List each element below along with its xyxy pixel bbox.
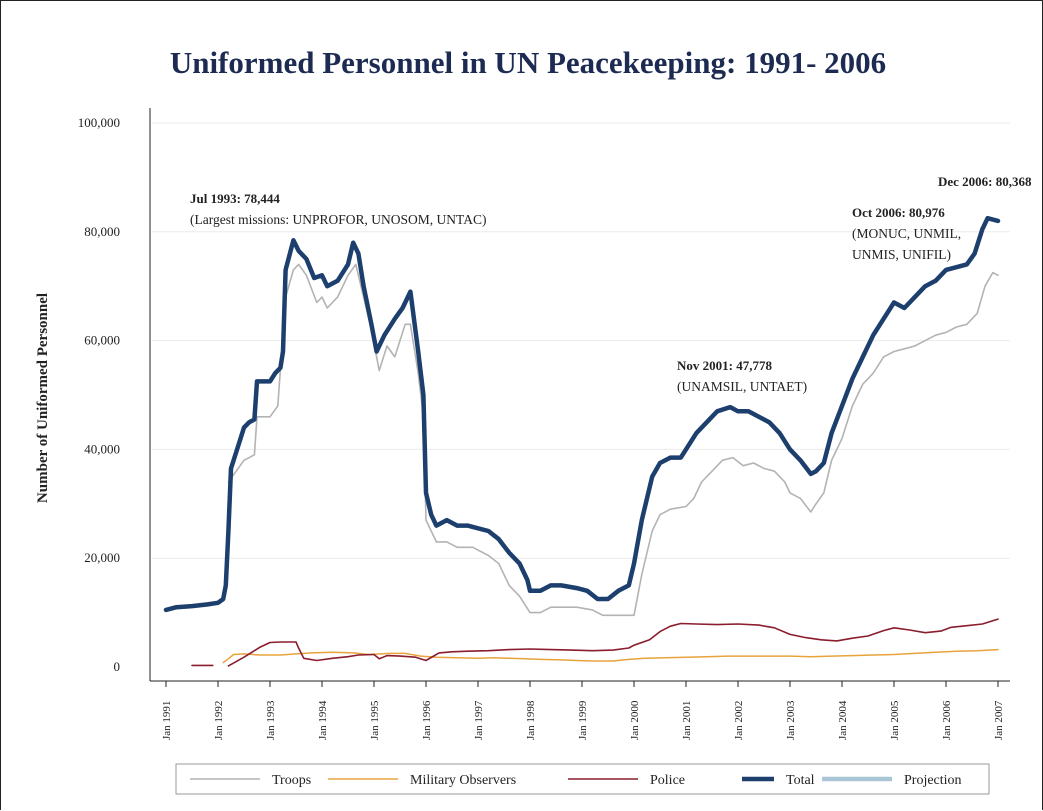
x-tick-label: Jan 2000 — [629, 700, 641, 740]
x-tick-label: Jan 1994 — [317, 700, 329, 740]
annotation-jul-1993-value: Jul 1993: 78,444 — [190, 191, 280, 206]
y-tick-label: 40,000 — [84, 441, 120, 456]
x-tick-label: Jan 2004 — [837, 700, 849, 740]
y-tick-label: 20,000 — [84, 550, 120, 565]
series-lines — [163, 215, 1001, 667]
chart-title: Uniformed Personnel in UN Peacekeeping: … — [170, 45, 886, 80]
legend-label-troops: Troops — [272, 773, 311, 788]
x-tick-label: Jan 1998 — [525, 700, 537, 740]
legend-label-police: Police — [650, 773, 685, 788]
x-tick-label: Jan 2001 — [681, 701, 693, 740]
x-tick-label: Jan 1999 — [577, 700, 589, 740]
x-tick-label: Jan 1995 — [369, 700, 381, 740]
x-tick-label: Jan 2006 — [941, 700, 953, 740]
y-axis-ticks: 0 20,000 40,000 60,000 80,000 100,000 — [78, 115, 120, 674]
legend: Troops Military Observers Police Total Proje… — [190, 773, 962, 788]
x-tick-label: Jan 1996 — [421, 700, 433, 740]
y-tick-label: 100,000 — [78, 115, 120, 130]
annotation-nov-2001-missions: (UNAMSIL, UNTAET) — [677, 379, 807, 394]
annotation-nov-2001-value: Nov 2001: 47,778 — [677, 358, 772, 373]
x-tick-label: Jan 1992 — [213, 701, 225, 740]
x-tick-label: Jan 2002 — [733, 701, 745, 740]
legend-label-total: Total — [786, 773, 815, 788]
annotation-oct-2006-missions-2: UNMIS, UNIFIL) — [852, 247, 951, 262]
y-tick-label: 60,000 — [84, 333, 120, 348]
y-tick-label: 0 — [114, 659, 121, 674]
annotation-oct-2006-value: Oct 2006: 80,976 — [852, 205, 945, 220]
annotation-dec-2006-value: Dec 2006: 80,368 — [938, 174, 1032, 189]
y-tick-label: 80,000 — [84, 224, 120, 239]
x-tick-label: Jan 2003 — [785, 700, 797, 740]
x-tick-label: Jan 1993 — [265, 700, 277, 740]
legend-label-military-observers: Military Observers — [410, 773, 516, 788]
series-line-total — [163, 215, 1001, 613]
x-axis-ticks: Jan 1991 Jan 1992 Jan 1993 Jan 1994 Jan 1995… — [161, 681, 1005, 740]
x-tick-label: Jan 2007 — [993, 700, 1005, 740]
x-tick-label: Jan 1991 — [161, 701, 173, 740]
legend-label-projection: Projection — [904, 773, 962, 788]
series-line-police — [227, 618, 999, 667]
x-tick-label: Jan 1997 — [473, 700, 485, 740]
series-line-military-observers — [222, 648, 999, 664]
annotation-jul-1993-missions: (Largest missions: UNPROFOR, UNOSOM, UNT… — [190, 212, 486, 227]
annotation-oct-2006-missions-1: (MONUC, UNMIL, — [852, 226, 961, 241]
x-tick-label: Jan 2005 — [889, 700, 901, 740]
gridlines — [152, 122, 1010, 559]
series-line-troops — [227, 263, 999, 617]
y-axis-label: Number of Uniformed Personnel — [35, 293, 51, 503]
